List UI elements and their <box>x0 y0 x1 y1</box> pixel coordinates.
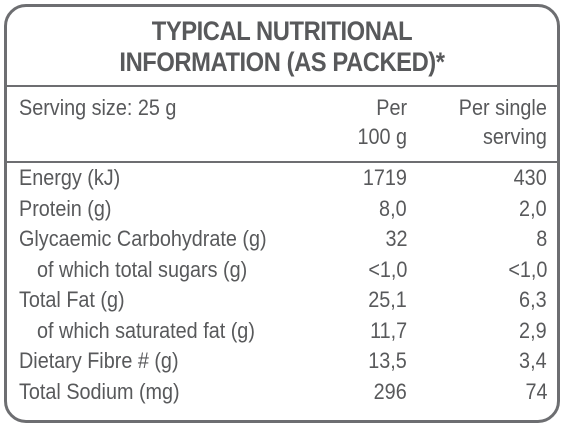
per-100g-value: 1719 <box>362 165 407 190</box>
per-serving-value: 6,3 <box>519 287 547 312</box>
nutrient-label: Total Sodium (mg) <box>19 378 180 404</box>
table-header: Serving size: 25 g Per 100 g Per single … <box>7 85 557 163</box>
table-row: Energy (kJ) 1719 430 <box>7 163 557 194</box>
per-serving-header: Per single serving <box>459 93 547 151</box>
per-100g-header: Per 100 g <box>357 93 407 151</box>
per-100g-value: 11,7 <box>369 317 407 343</box>
per-serving-value: 2,9 <box>519 317 547 343</box>
per-serving-header-line-1: Per single <box>458 95 547 120</box>
per-100g-value: 8,0 <box>379 195 407 221</box>
serving-size-label: Serving size: 25 g <box>19 95 177 120</box>
per-serving-header-line-2: serving <box>483 124 547 149</box>
per-100g-header-line-1: Per <box>376 95 407 120</box>
title-line-1: TYPICAL NUTRITIONAL <box>151 16 413 46</box>
table-row: Total Fat (g) 25,1 6,3 <box>7 285 557 316</box>
title-line-2: INFORMATION (AS PACKED)* <box>119 47 445 77</box>
per-serving-value: 74 <box>524 378 547 404</box>
table-row: Total Sodium (mg) 296 74 <box>7 377 557 408</box>
per-100g-value: 32 <box>384 226 407 251</box>
nutrient-label: Total Fat (g) <box>19 287 125 312</box>
nutrient-label: of which total sugars (g) <box>37 256 248 282</box>
table-row: of which saturated fat (g) 11,7 2,9 <box>7 316 557 347</box>
per-serving-value: 2,0 <box>519 195 547 221</box>
table-row: Glycaemic Carbohydrate (g) 32 8 <box>7 224 557 255</box>
per-100g-header-line-2: 100 g <box>357 124 407 149</box>
per-100g-value: <1,0 <box>367 256 407 282</box>
per-serving-value: 3,4 <box>519 348 547 373</box>
table-row: Protein (g) 8,0 2,0 <box>7 194 557 225</box>
per-100g-value: 296 <box>373 378 407 404</box>
nutrient-label: Energy (kJ) <box>19 165 121 190</box>
nutrient-label: Glycaemic Carbohydrate (g) <box>19 226 267 251</box>
per-serving-value: <1,0 <box>507 256 547 282</box>
table-row: of which total sugars (g) <1,0 <1,0 <box>7 255 557 286</box>
per-serving-value: 8 <box>535 226 547 251</box>
nutrition-panel: TYPICAL NUTRITIONAL INFORMATION (AS PACK… <box>4 4 560 423</box>
nutrient-label: Dietary Fibre # (g) <box>19 348 179 373</box>
per-100g-value: 25,1 <box>368 287 407 312</box>
per-100g-value: 13,5 <box>368 348 407 373</box>
nutrient-rows: Energy (kJ) 1719 430 Protein (g) 8,0 2,0… <box>7 163 557 407</box>
panel-title: TYPICAL NUTRITIONAL INFORMATION (AS PACK… <box>40 7 524 83</box>
table-row: Dietary Fibre # (g) 13,5 3,4 <box>7 346 557 377</box>
per-serving-value: 430 <box>513 165 547 190</box>
nutrient-label: Protein (g) <box>19 195 112 221</box>
nutrient-label: of which saturated fat (g) <box>37 317 255 343</box>
